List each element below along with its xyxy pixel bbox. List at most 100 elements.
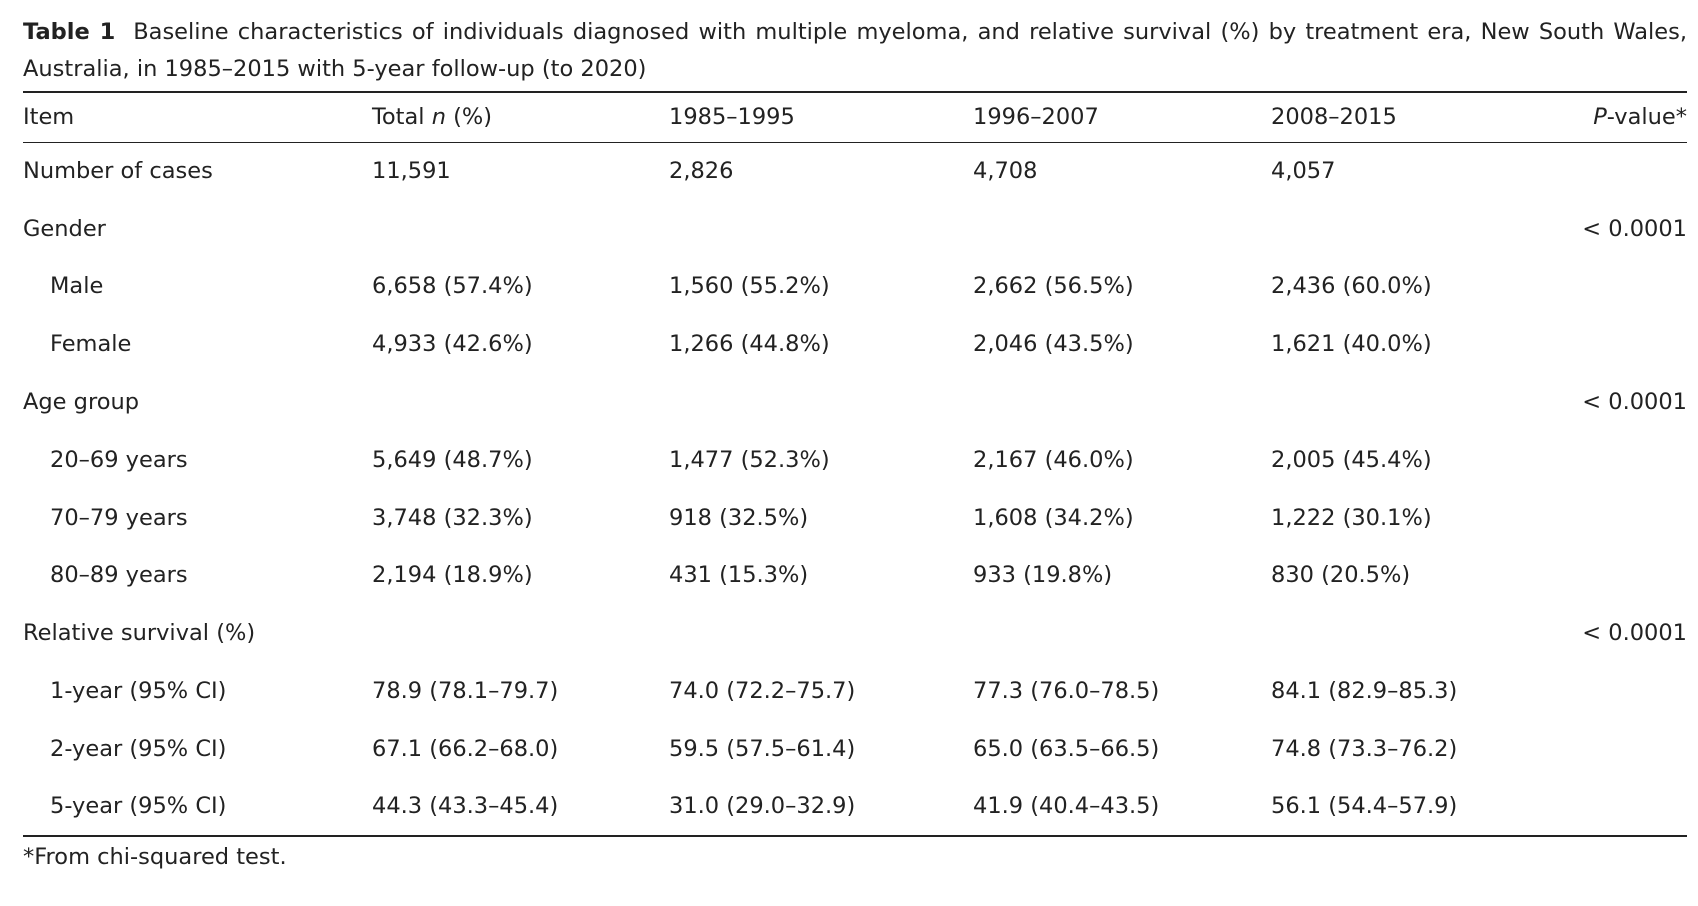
cell-era3: 84.1 (82.9–85.3) [1271, 678, 1458, 705]
cell-pvalue [1525, 662, 1687, 720]
cell-pvalue [1525, 258, 1687, 316]
row-label: Number of cases [23, 158, 213, 185]
header-item-label: Item [23, 104, 75, 131]
cell-era1: 918 (32.5%) [669, 504, 809, 531]
header-era-1985-1995: 1985–1995 [669, 91, 973, 143]
row-label: Female [50, 331, 132, 358]
cell-total [372, 604, 669, 662]
row-label: Gender [23, 215, 106, 242]
header-era-2008-2015: 2008–2015 [1271, 91, 1525, 143]
cell-era1 [669, 200, 973, 258]
cell-era3: 1,222 (30.1%) [1271, 504, 1432, 531]
header-era1-label: 1985–1995 [669, 104, 795, 131]
cell-total: 3,748 (32.3%) [372, 504, 533, 531]
cell-era1 [669, 373, 973, 431]
cell-era2: 65.0 (63.5–66.5) [973, 735, 1160, 762]
cell-era1: 59.5 (57.5–61.4) [669, 735, 856, 762]
cell-era1: 431 (15.3%) [669, 562, 809, 589]
cell-era1: 1,266 (44.8%) [669, 331, 830, 358]
cell-total: 78.9 (78.1–79.7) [372, 678, 559, 705]
caption-text: Baseline characteristics of individuals … [23, 19, 1687, 82]
row-label: 1-year (95% CI) [50, 678, 227, 705]
cell-pvalue [1525, 720, 1687, 778]
caption-label: Table 1 [23, 19, 116, 45]
table-header-row: Item Total n (%) 1985–1995 1996–2007 200… [23, 91, 1687, 143]
cell-era1 [669, 604, 973, 662]
cell-era2: 4,708 [973, 158, 1038, 185]
cell-total [372, 200, 669, 258]
table-row: Gender < 0.0001 [23, 200, 1687, 258]
cell-pvalue: < 0.0001 [1582, 389, 1687, 416]
table-row: 70–79 years 3,748 (32.3%) 918 (32.5%) 1,… [23, 489, 1687, 547]
row-label: 5-year (95% CI) [23, 777, 372, 837]
cell-era2: 2,046 (43.5%) [973, 331, 1134, 358]
table-row: Female 4,933 (42.6%) 1,266 (44.8%) 2,046… [23, 315, 1687, 373]
row-label: Male [50, 273, 104, 300]
cell-era2: 2,662 (56.5%) [973, 273, 1134, 300]
row-label: 20–69 years [50, 446, 188, 473]
cell-era3 [1271, 373, 1525, 431]
row-label: 80–89 years [50, 562, 188, 589]
cell-era1: 31.0 (29.0–32.9) [669, 777, 973, 837]
header-pvalue-suffix: -value* [1606, 104, 1687, 131]
table-row: 5-year (95% CI) 44.3 (43.3–45.4) 31.0 (2… [23, 777, 1687, 837]
header-total-suffix: (%) [445, 104, 493, 131]
cell-era3 [1271, 604, 1525, 662]
header-total-prefix: Total [372, 104, 432, 131]
cell-total: 2,194 (18.9%) [372, 562, 533, 589]
table-row: 2-year (95% CI) 67.1 (66.2–68.0) 59.5 (5… [23, 720, 1687, 778]
header-era2-label: 1996–2007 [973, 104, 1099, 131]
row-label: 2-year (95% CI) [50, 735, 227, 762]
table-row: Number of cases 11,591 2,826 4,708 4,057 [23, 142, 1687, 200]
row-label: Relative survival (%) [23, 620, 256, 647]
cell-era1: 2,826 [669, 158, 734, 185]
table-row: Male 6,658 (57.4%) 1,560 (55.2%) 2,662 (… [23, 258, 1687, 316]
cell-era2 [973, 604, 1271, 662]
cell-pvalue [1525, 315, 1687, 373]
table-row: Relative survival (%) < 0.0001 [23, 604, 1687, 662]
cell-era2 [973, 200, 1271, 258]
cell-era1: 1,477 (52.3%) [669, 446, 830, 473]
cell-era2: 77.3 (76.0–78.5) [973, 678, 1160, 705]
cell-total [372, 373, 669, 431]
header-total: Total n (%) [372, 91, 669, 143]
header-pvalue-italic: P [1593, 104, 1607, 131]
cell-era3: 2,005 (45.4%) [1271, 446, 1432, 473]
row-label: Age group [23, 389, 140, 416]
cell-era3: 830 (20.5%) [1271, 562, 1411, 589]
cell-total: 4,933 (42.6%) [372, 331, 533, 358]
header-item: Item [23, 91, 372, 143]
table-row: 1-year (95% CI) 78.9 (78.1–79.7) 74.0 (7… [23, 662, 1687, 720]
table-row: 80–89 years 2,194 (18.9%) 431 (15.3%) 93… [23, 547, 1687, 605]
cell-era2: 41.9 (40.4–43.5) [973, 777, 1271, 837]
cell-era2: 2,167 (46.0%) [973, 446, 1134, 473]
cell-era3: 4,057 [1271, 158, 1336, 185]
header-total-italic: n [431, 104, 446, 131]
cell-pvalue [1525, 489, 1687, 547]
cell-era1: 74.0 (72.2–75.7) [669, 678, 856, 705]
cell-total: 44.3 (43.3–45.4) [372, 777, 669, 837]
cell-era3: 2,436 (60.0%) [1271, 273, 1432, 300]
cell-pvalue: < 0.0001 [1582, 620, 1687, 647]
cell-total: 11,591 [372, 158, 451, 185]
cell-pvalue [1525, 431, 1687, 489]
header-pvalue: P-value* [1525, 91, 1687, 143]
cell-era2: 1,608 (34.2%) [973, 504, 1134, 531]
cell-era3: 1,621 (40.0%) [1271, 331, 1432, 358]
table-row: 20–69 years 5,649 (48.7%) 1,477 (52.3%) … [23, 431, 1687, 489]
cell-total: 67.1 (66.2–68.0) [372, 735, 559, 762]
baseline-characteristics-table: Item Total n (%) 1985–1995 1996–2007 200… [23, 91, 1687, 837]
header-era-1996-2007: 1996–2007 [973, 91, 1271, 143]
row-label: 70–79 years [50, 504, 188, 531]
table-caption: Table 1 Baseline characteristics of indiv… [23, 14, 1687, 88]
cell-era2: 933 (19.8%) [973, 562, 1113, 589]
cell-era3: 74.8 (73.3–76.2) [1271, 735, 1458, 762]
cell-total: 6,658 (57.4%) [372, 273, 533, 300]
cell-era2 [973, 373, 1271, 431]
table-footnote: *From chi-squared test. [23, 844, 287, 870]
cell-pvalue: < 0.0001 [1582, 215, 1687, 242]
cell-pvalue [1525, 777, 1687, 837]
cell-pvalue [1525, 142, 1687, 200]
cell-era3: 56.1 (54.4–57.9) [1271, 777, 1525, 837]
